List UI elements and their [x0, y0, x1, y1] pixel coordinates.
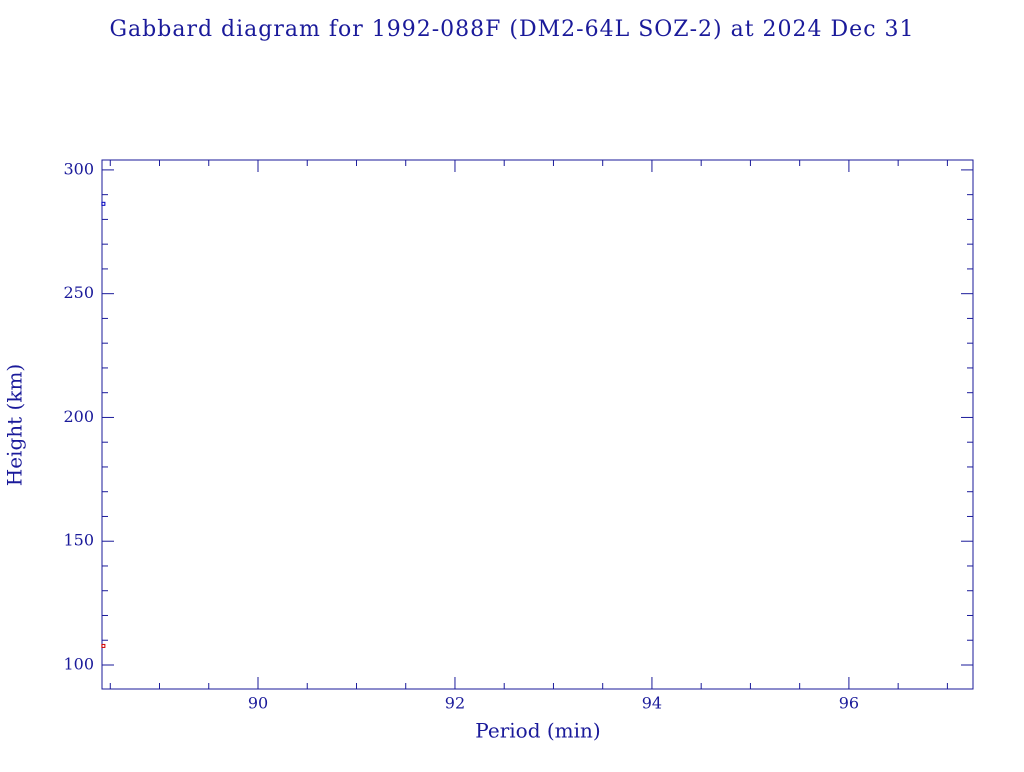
y-tick-label: 100: [63, 654, 94, 673]
y-tick-label: 200: [63, 407, 94, 426]
plot-frame: [101, 159, 974, 690]
x-tick-label: 92: [445, 694, 465, 713]
y-tick-label: 150: [63, 531, 94, 550]
y-tick-label: 300: [63, 159, 94, 178]
x-tick-label: 90: [248, 694, 268, 713]
x-tick-label: 94: [642, 694, 662, 713]
point: [101, 643, 106, 648]
y-tick-label: 250: [63, 283, 94, 302]
point: [101, 201, 106, 206]
x-axis-label: Period (min): [475, 719, 600, 743]
chart-title: Gabbard diagram for 1992-088F (DM2-64L S…: [109, 17, 914, 42]
y-axis-label: Height (km): [3, 364, 27, 486]
x-tick-label: 96: [839, 694, 859, 713]
